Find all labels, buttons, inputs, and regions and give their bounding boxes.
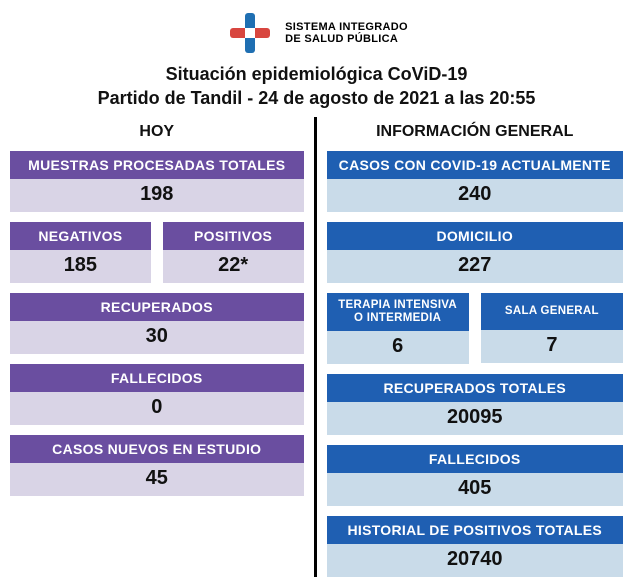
fallecidos-hoy-label: FALLECIDOS [10, 364, 304, 392]
page-title: Situación epidemiológica CoViD-19 Partid… [0, 62, 633, 117]
recuperados-value: 30 [10, 321, 304, 354]
recuperados-tot-label: RECUPERADOS TOTALES [327, 374, 624, 402]
domicilio-value: 227 [327, 250, 624, 283]
historial-value: 20740 [327, 544, 624, 577]
column-general: INFORMACIÓN GENERAL CASOS CON COVID-19 A… [317, 117, 633, 577]
fallecidos-hoy-value: 0 [10, 392, 304, 425]
actuales-label: CASOS CON COVID-19 ACTUALMENTE [327, 151, 624, 179]
sala-label: SALA GENERAL [481, 293, 623, 330]
heading-hoy: HOY [10, 117, 304, 151]
positivos-value: 22* [163, 250, 304, 283]
brand-logo-icon [225, 8, 275, 58]
column-hoy: HOY MUESTRAS PROCESADAS TOTALES 198 NEGA… [0, 117, 317, 577]
actuales-value: 240 [327, 179, 624, 212]
fallecidos-tot-value: 405 [327, 473, 624, 506]
recuperados-label: RECUPERADOS [10, 293, 304, 321]
domicilio-label: DOMICILIO [327, 222, 624, 250]
historial-label: HISTORIAL DE POSITIVOS TOTALES [327, 516, 624, 544]
title-line1: Situación epidemiológica CoViD-19 [0, 62, 633, 86]
muestras-value: 198 [10, 179, 304, 212]
terapia-label: TERAPIA INTENSIVA O INTERMEDIA [327, 293, 469, 331]
columns: HOY MUESTRAS PROCESADAS TOTALES 198 NEGA… [0, 117, 633, 577]
negativos-value: 185 [10, 250, 151, 283]
sala-value: 7 [481, 330, 623, 363]
header: SISTEMA INTEGRADO DE SALUD PÚBLICA [0, 0, 633, 62]
recuperados-tot-value: 20095 [327, 402, 624, 435]
positivos-label: POSITIVOS [163, 222, 304, 250]
terapia-value: 6 [327, 331, 469, 364]
title-line2: Partido de Tandil - 24 de agosto de 2021… [0, 86, 633, 110]
neg-pos-row: NEGATIVOS 185 POSITIVOS 22* [10, 222, 304, 283]
heading-general: INFORMACIÓN GENERAL [327, 117, 624, 151]
brand-line2: DE SALUD PÚBLICA [285, 33, 408, 45]
estudio-label: CASOS NUEVOS EN ESTUDIO [10, 435, 304, 463]
brand-text: SISTEMA INTEGRADO DE SALUD PÚBLICA [285, 21, 408, 45]
estudio-value: 45 [10, 463, 304, 496]
negativos-label: NEGATIVOS [10, 222, 151, 250]
muestras-label: MUESTRAS PROCESADAS TOTALES [10, 151, 304, 179]
fallecidos-tot-label: FALLECIDOS [327, 445, 624, 473]
terapia-sala-row: TERAPIA INTENSIVA O INTERMEDIA 6 SALA GE… [327, 293, 624, 364]
brand-line1: SISTEMA INTEGRADO [285, 21, 408, 33]
